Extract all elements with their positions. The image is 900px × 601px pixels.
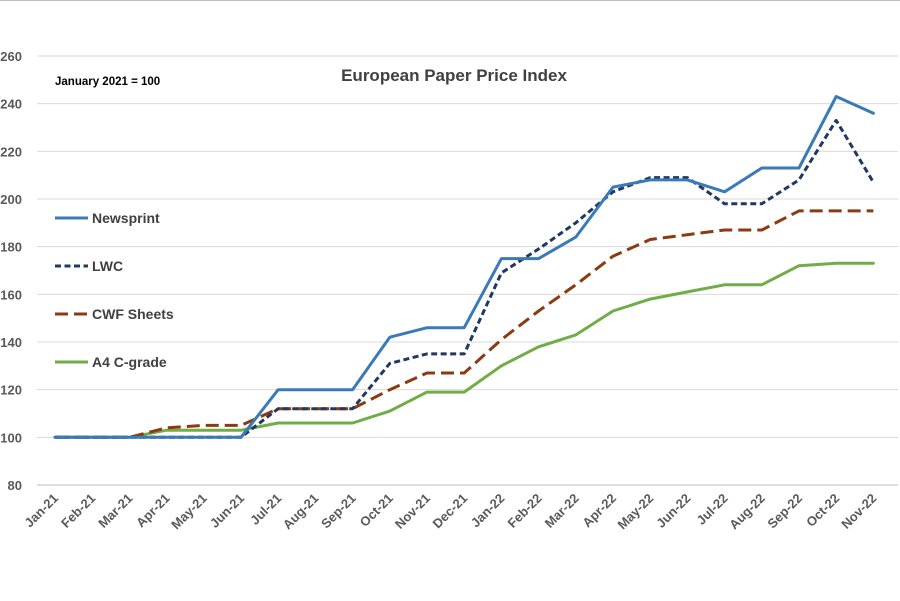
y-tick-label: 80 — [8, 478, 22, 493]
x-tick-label: Aug-21 — [280, 491, 322, 533]
y-tick-label: 100 — [0, 430, 22, 445]
x-tick-label: Feb-22 — [504, 491, 544, 531]
series-line-cwf-sheets — [55, 209, 874, 439]
x-tick-label: Oct-21 — [357, 491, 396, 530]
x-tick-label: Jan-21 — [21, 491, 61, 531]
x-tick-label: Oct-22 — [803, 491, 842, 530]
y-tick-label: 200 — [0, 192, 22, 207]
x-tick-label: Nov-22 — [838, 491, 879, 532]
x-tick-label: Aug-22 — [726, 491, 768, 533]
series-lines — [53, 95, 875, 439]
legend-label: A4 C-grade — [92, 354, 167, 370]
legend-label: Newsprint — [92, 210, 160, 226]
x-tick-label: Apr-22 — [579, 491, 619, 531]
series-line-a4-c-grade — [53, 261, 875, 439]
series-line-newsprint — [53, 95, 875, 439]
chart-title: European Paper Price Index — [341, 66, 567, 85]
x-tick-label: Sep-21 — [318, 491, 359, 532]
legend-label: CWF Sheets — [92, 306, 174, 322]
y-tick-label: 140 — [0, 335, 22, 350]
x-tick-label: Sep-22 — [764, 491, 805, 532]
legend: Newsprint LWC CWF Sheets A4 C-grade — [55, 210, 174, 370]
x-tick-label: Jul-22 — [694, 491, 731, 528]
x-tick-label: Apr-21 — [133, 491, 173, 531]
y-axis-tick-labels: 80 100 120 140 160 180 200 220 240 260 — [0, 49, 22, 493]
y-tick-label: 220 — [0, 144, 22, 159]
x-tick-label: Dec-21 — [430, 491, 471, 532]
x-tick-label: Jul-21 — [247, 491, 284, 528]
x-tick-label: Jan-22 — [468, 491, 508, 531]
x-tick-label: Nov-21 — [392, 491, 433, 532]
gridlines — [37, 55, 898, 486]
x-tick-label: Mar-22 — [542, 491, 582, 531]
index-base-note: January 2021 = 100 — [55, 76, 160, 88]
x-tick-label: May-22 — [615, 491, 657, 533]
y-tick-label: 120 — [0, 383, 22, 398]
x-tick-label: Feb-21 — [58, 491, 98, 531]
y-tick-label: 160 — [0, 287, 22, 302]
x-tick-label: Mar-21 — [95, 491, 135, 531]
y-tick-label: 180 — [0, 240, 22, 255]
legend-label: LWC — [92, 258, 123, 274]
y-tick-label: 240 — [0, 97, 22, 112]
x-tick-label: Jun-22 — [653, 491, 693, 531]
x-tick-label: Jun-21 — [207, 491, 247, 531]
y-tick-label: 260 — [0, 49, 22, 64]
x-tick-label: May-21 — [168, 491, 210, 533]
